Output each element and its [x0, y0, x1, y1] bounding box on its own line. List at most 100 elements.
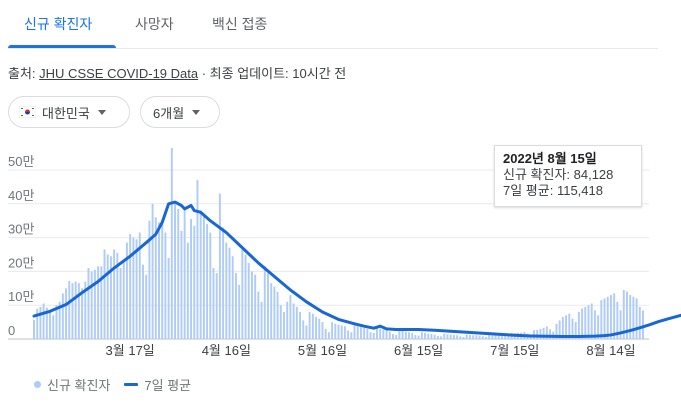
chart-bar	[619, 310, 622, 339]
chart-bar	[468, 334, 471, 339]
chart-bar	[247, 262, 250, 339]
chart-bar	[218, 193, 221, 339]
chart-bar	[638, 306, 641, 339]
chart-bar	[81, 288, 84, 339]
chart-bar	[138, 232, 141, 339]
chart-bar	[231, 256, 234, 339]
chart-bar	[222, 227, 225, 339]
chart-bar	[616, 301, 619, 339]
chart-bar	[273, 286, 276, 339]
chart-bar	[257, 291, 260, 339]
chart-bar	[74, 281, 77, 339]
chart-bar	[459, 336, 462, 339]
x-tick-label: 8월 14일	[586, 343, 635, 358]
chart-bar	[315, 317, 318, 339]
chart-bar	[196, 180, 199, 339]
chart-bar	[385, 330, 388, 339]
chart-bar	[568, 313, 571, 339]
tab-deaths[interactable]: 사망자	[135, 16, 174, 32]
chart-bar	[488, 334, 491, 339]
chart-bar	[404, 331, 407, 339]
chart-bar	[536, 329, 539, 339]
chart-bar	[369, 332, 372, 339]
chart-bar	[507, 335, 510, 339]
chart-bar	[590, 303, 593, 339]
tooltip-average: 7일 평균: 115,418	[503, 183, 603, 198]
chart-bar	[279, 305, 282, 339]
chart-bar	[635, 298, 638, 339]
chart-bar	[302, 320, 305, 339]
country-dropdown[interactable]: 대한민국	[8, 96, 130, 128]
chart-bar	[420, 332, 423, 339]
chart-bar	[244, 254, 247, 339]
chart-bar	[52, 315, 55, 339]
chart-bar	[39, 306, 42, 339]
chart-bar	[622, 289, 625, 339]
chart-bar	[58, 301, 61, 339]
legend-bars-label: 신규 확진자	[47, 377, 111, 393]
y-tick-label: 50만	[8, 154, 34, 169]
period-dropdown[interactable]: 6개월	[140, 96, 220, 128]
chart-bar	[446, 334, 449, 339]
chart-bar	[353, 325, 356, 339]
source-link[interactable]: JHU CSSE COVID-19 Data	[39, 66, 199, 81]
chart-legend: 신규 확진자 7일 평균	[34, 374, 191, 394]
y-tick-label: 20만	[8, 255, 34, 270]
chart-bar	[174, 203, 176, 339]
chart-bar	[363, 327, 366, 339]
chart-bar	[135, 239, 138, 339]
chart-bar	[65, 288, 68, 339]
chart-bar	[327, 332, 330, 339]
chart-bar	[542, 327, 545, 339]
chart-bar	[122, 259, 125, 339]
chart-bar	[276, 291, 279, 339]
chart-bar	[337, 324, 340, 339]
chart-bar	[475, 335, 478, 339]
chart-bar	[93, 269, 96, 339]
chart-bar	[555, 323, 558, 339]
chart-bar	[100, 266, 103, 339]
y-tick-label: 10만	[8, 289, 34, 304]
chart-bar	[392, 333, 394, 339]
chart-bar	[61, 293, 64, 339]
chart-bar	[395, 334, 398, 339]
country-label: 대한민국	[42, 105, 90, 121]
source-line: 출처: JHU CSSE COVID-19 Data · 최종 업데이트: 10…	[8, 63, 346, 82]
chart-bar	[465, 334, 468, 339]
chart-bar	[443, 333, 446, 339]
chart-bar	[577, 311, 580, 339]
update-info: · 최종 업데이트: 10시간 전	[201, 66, 347, 81]
chart-bar	[593, 310, 596, 339]
chart-bar	[372, 332, 375, 339]
chart-bar	[241, 247, 244, 339]
chart-bar	[549, 329, 552, 339]
chart-bar	[97, 266, 100, 339]
tab-vaccinations[interactable]: 백신 접종	[212, 16, 268, 32]
cases-chart[interactable]: 0 10만 20만 30만 40만 50만 3월 17일 4월 16일 5월 16일 6월 15…	[0, 140, 681, 370]
seven-day-average-line	[32, 200, 681, 338]
tab-bar: 신규 확진자 사망자 백신 접종	[0, 0, 660, 49]
chart-bar	[401, 330, 404, 339]
chart-bar	[376, 327, 378, 339]
chart-bar	[145, 274, 148, 339]
chart-bar	[558, 320, 561, 339]
chart-bar	[427, 333, 430, 339]
chart-bar	[318, 318, 321, 339]
chart-bar	[87, 268, 90, 339]
chart-bar	[388, 331, 391, 339]
chart-bar	[292, 303, 295, 339]
chart-bar	[481, 336, 484, 339]
tab-new-cases[interactable]: 신규 확진자	[24, 16, 93, 32]
chart-bar	[228, 247, 231, 339]
x-tick-label: 4월 16일	[202, 343, 251, 358]
chart-bar	[254, 274, 257, 339]
chart-bar	[433, 334, 436, 339]
chart-bar	[154, 217, 157, 339]
chart-bar	[430, 333, 433, 339]
chart-tooltip: 2022년 8월 15일 신규 확진자: 84,128 7일 평균: 115,4…	[494, 145, 642, 207]
chart-bar	[343, 326, 346, 339]
chart-bar	[180, 230, 183, 339]
chart-bar	[411, 332, 414, 339]
y-tick-label: 30만	[8, 222, 34, 237]
legend-line-label: 7일 평균	[144, 377, 192, 393]
